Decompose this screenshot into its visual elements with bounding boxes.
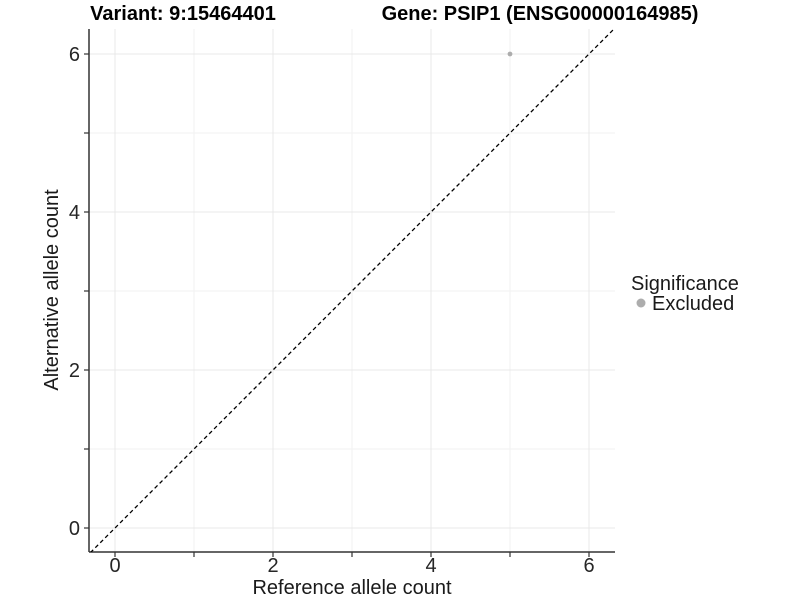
y-tick-label: 0 — [69, 518, 80, 540]
plot-title-variant: Variant: 9:15464401 — [90, 3, 276, 25]
x-axis-title: Reference allele count — [252, 577, 451, 599]
x-tick-label: 2 — [267, 555, 278, 577]
y-tick-label: 4 — [69, 202, 80, 224]
x-tick-label: 6 — [583, 555, 594, 577]
data-point — [507, 51, 513, 57]
y-axis-title: Alternative allele count — [41, 189, 63, 391]
identity-line — [90, 29, 615, 552]
gridline-layer — [89, 29, 615, 552]
legend-swatch-excluded — [636, 298, 646, 308]
x-tick-label: 0 — [109, 555, 120, 577]
x-tick-label: 4 — [425, 555, 436, 577]
plot-title-gene: Gene: PSIP1 (ENSG00000164985) — [382, 3, 699, 25]
data-layer: 0 2 4 6 0 2 4 6 — [69, 29, 615, 577]
y-tick-label: 2 — [69, 360, 80, 382]
legend: Significance Excluded — [631, 273, 739, 315]
legend-item-label: Excluded — [652, 293, 734, 315]
legend-title: Significance — [631, 273, 739, 295]
y-tick-label: 6 — [69, 44, 80, 66]
